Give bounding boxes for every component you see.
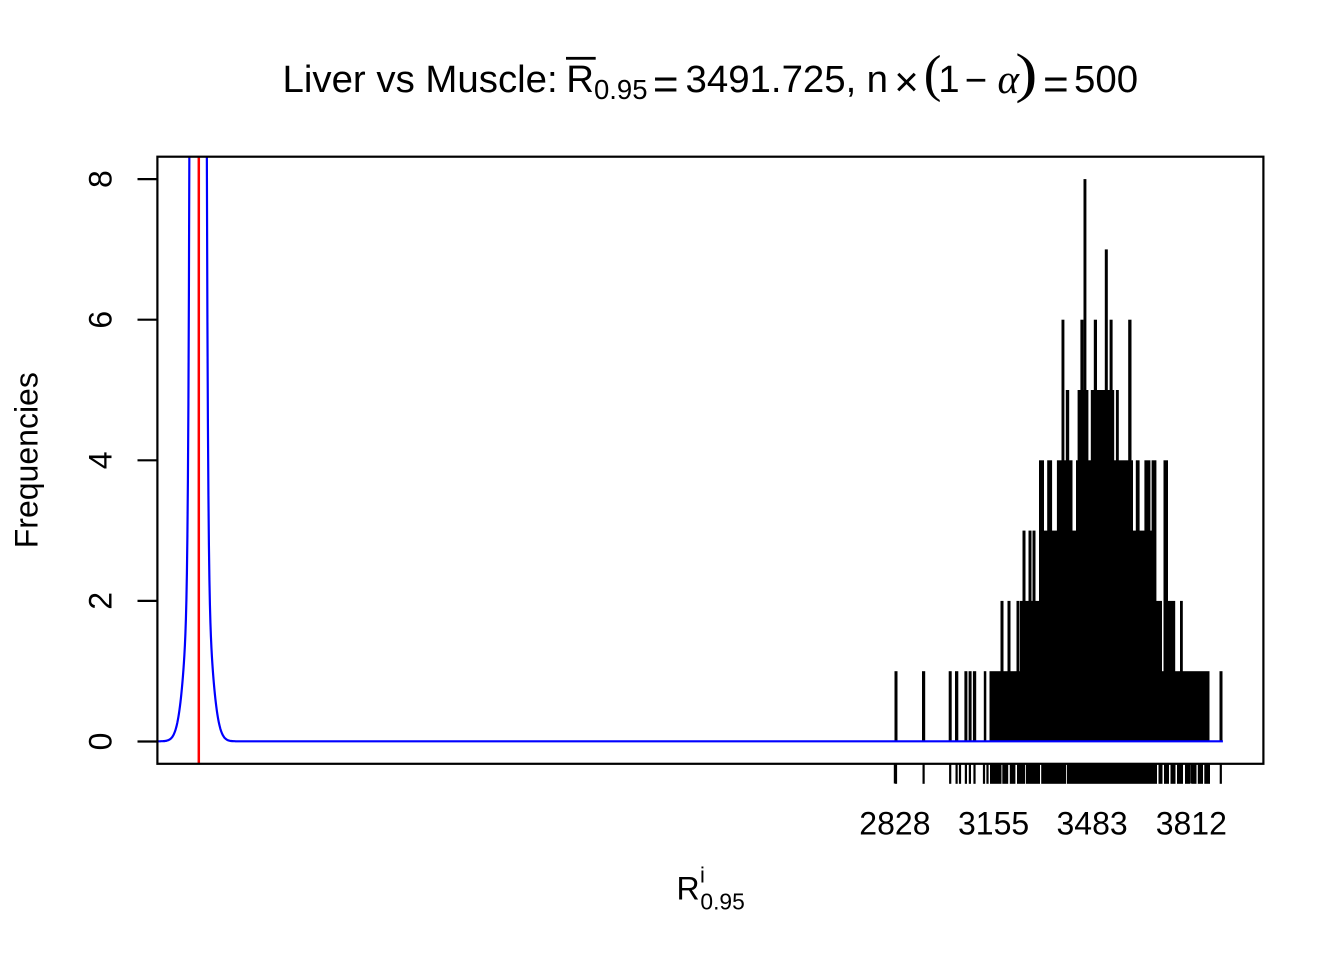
svg-text:3491.725,: 3491.725, — [686, 58, 857, 101]
svg-text:): ) — [1015, 44, 1037, 104]
svg-text:2828: 2828 — [859, 805, 930, 841]
svg-text:3483: 3483 — [1057, 805, 1128, 841]
svg-text:1: 1 — [938, 58, 959, 101]
svg-text:×: × — [894, 58, 919, 105]
svg-text:2: 2 — [83, 592, 119, 610]
svg-text:4: 4 — [83, 451, 119, 469]
svg-text:0.95: 0.95 — [700, 889, 744, 915]
svg-text:3155: 3155 — [958, 805, 1029, 841]
svg-text:0.95: 0.95 — [594, 74, 648, 105]
svg-text:α: α — [998, 56, 1021, 102]
svg-text:=: = — [653, 60, 679, 109]
svg-text:=: = — [1043, 60, 1069, 109]
svg-text:3812: 3812 — [1156, 805, 1227, 841]
svg-text:R: R — [566, 58, 594, 101]
svg-text:6: 6 — [83, 311, 119, 329]
svg-text:n: n — [867, 58, 888, 101]
svg-text:i: i — [700, 863, 705, 888]
svg-text:(: ( — [924, 45, 942, 103]
svg-text:0: 0 — [83, 733, 119, 751]
svg-text:−: − — [965, 59, 987, 102]
svg-text:R: R — [677, 871, 700, 907]
svg-text:8: 8 — [83, 170, 119, 188]
svg-text:Frequencies: Frequencies — [9, 372, 45, 548]
svg-text:500: 500 — [1074, 58, 1138, 101]
svg-text:Liver vs Muscle:: Liver vs Muscle: — [283, 58, 558, 101]
